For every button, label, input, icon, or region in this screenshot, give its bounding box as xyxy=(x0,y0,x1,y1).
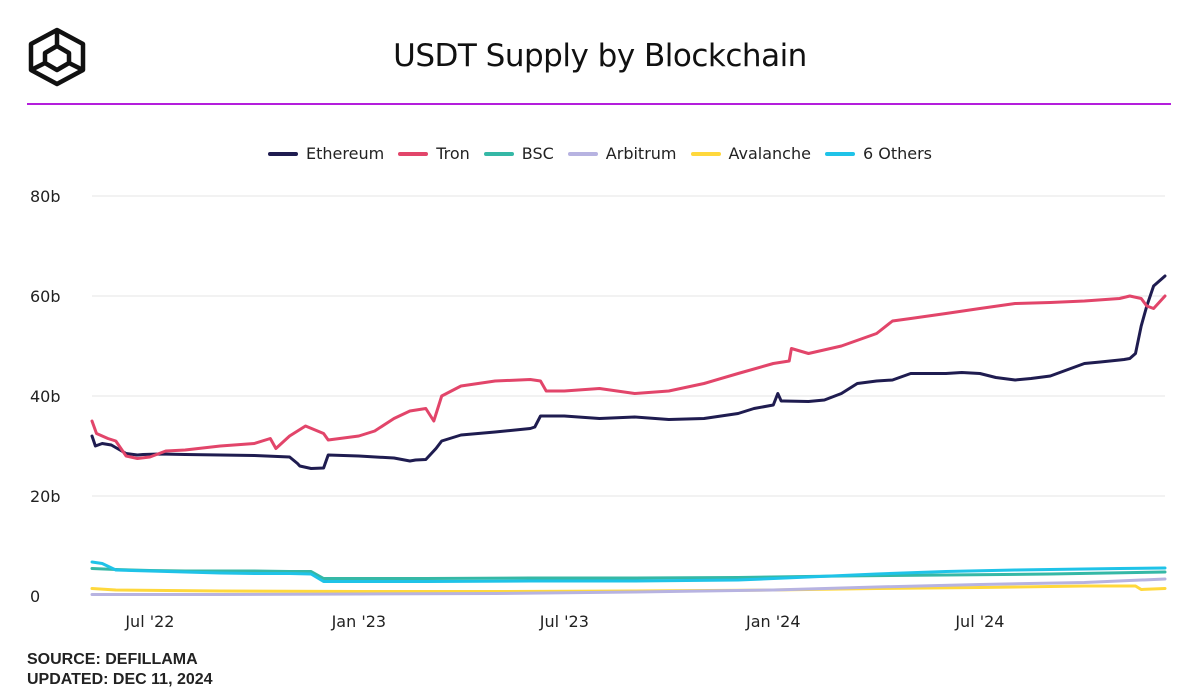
y-tick-label: 0 xyxy=(30,587,40,606)
title-divider xyxy=(27,103,1171,105)
legend-item: Tron xyxy=(398,144,470,163)
series-line-arbitrum xyxy=(90,577,1167,596)
series-line-ethereum xyxy=(90,274,1167,470)
chart-series xyxy=(90,274,1167,596)
x-tick-label: Jul '24 xyxy=(954,612,1004,631)
source-note: SOURCE: DEFILLAMA xyxy=(27,651,198,668)
chart-legend: Ethereum Tron BSC Arbitrum Avalanche 6 Others xyxy=(0,144,1200,163)
series-line-tron xyxy=(90,294,1167,460)
legend-item: 6 Others xyxy=(824,144,932,163)
x-tick-label: Jan '24 xyxy=(745,612,801,631)
y-tick-label: 40b xyxy=(30,387,61,406)
series-line-6-others xyxy=(90,560,1167,583)
legend-item: BSC xyxy=(483,144,554,163)
chart-footer: SOURCE: DEFILLAMA UPDATED: DEC 11, 2024 xyxy=(27,650,213,690)
legend-swatch xyxy=(483,151,514,156)
legend-item: Ethereum xyxy=(268,144,384,163)
legend-swatch xyxy=(268,151,299,156)
x-tick-label: Jan '23 xyxy=(331,612,387,631)
legend-item: Avalanche xyxy=(690,144,811,163)
legend-label: Tron xyxy=(436,144,470,163)
legend-swatch xyxy=(567,151,598,156)
y-tick-label: 60b xyxy=(30,287,61,306)
legend-swatch xyxy=(690,151,721,156)
updated-note: UPDATED: DEC 11, 2024 xyxy=(27,671,213,688)
y-axis-ticks: 0 20b 40b 60b 80b xyxy=(30,187,61,606)
y-tick-label: 20b xyxy=(30,487,61,506)
x-tick-label: Jul '23 xyxy=(539,612,589,631)
cube-logo-icon xyxy=(28,27,86,87)
legend-label: 6 Others xyxy=(862,144,932,163)
legend-label: Avalanche xyxy=(728,144,811,163)
legend-label: Arbitrum xyxy=(605,144,677,163)
legend-swatch xyxy=(824,151,855,156)
legend-label: BSC xyxy=(521,144,554,163)
x-axis-ticks: Jul '22 Jan '23 Jul '23 Jan '24 Jul '24 xyxy=(124,612,1004,631)
chart-grid xyxy=(92,195,1165,497)
y-tick-label: 80b xyxy=(30,187,61,206)
x-tick-label: Jul '22 xyxy=(124,612,174,631)
legend-swatch xyxy=(398,151,429,156)
legend-item: Arbitrum xyxy=(567,144,677,163)
legend-label: Ethereum xyxy=(306,144,385,163)
page-title: USDT Supply by Blockchain xyxy=(393,38,807,74)
